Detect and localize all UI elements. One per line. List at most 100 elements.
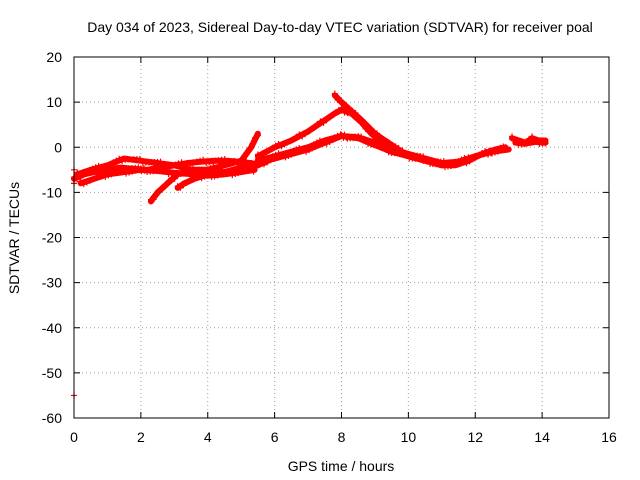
data-point	[119, 158, 126, 165]
data-point	[263, 155, 270, 162]
data-point	[162, 181, 169, 188]
data-point	[361, 120, 368, 127]
data-point	[74, 169, 81, 176]
x-tick-label: 4	[204, 429, 212, 445]
data-point	[222, 170, 229, 177]
data-point	[358, 118, 365, 125]
data-point	[451, 162, 458, 169]
series-track-i	[331, 90, 509, 171]
data-point	[249, 141, 256, 148]
data-point	[383, 138, 390, 145]
y-tick-label: -20	[42, 230, 62, 246]
data-point	[101, 164, 108, 171]
data-point	[192, 174, 199, 181]
data-point	[228, 168, 235, 175]
data-point	[469, 156, 476, 163]
y-axis-label: SDTVAR / TECUs	[6, 182, 22, 294]
data-point	[150, 196, 157, 203]
data-point	[189, 176, 196, 183]
data-point	[174, 172, 181, 179]
data-point	[95, 162, 102, 169]
x-axis-label: GPS time / hours	[288, 458, 395, 474]
series-track-d	[147, 130, 261, 205]
data-point	[475, 151, 482, 158]
x-tick-label: 10	[401, 429, 417, 445]
data-point	[463, 160, 470, 167]
data-point	[364, 123, 371, 130]
data-point	[281, 151, 288, 158]
data-point	[129, 168, 136, 175]
data-point	[460, 157, 467, 164]
data-point	[509, 133, 516, 140]
data-point	[221, 155, 228, 162]
data-point	[108, 171, 115, 178]
data-point	[343, 103, 350, 110]
y-tick-label: 0	[54, 139, 62, 155]
data-point	[171, 175, 178, 182]
y-tick-label: -50	[42, 365, 62, 381]
data-point	[305, 129, 312, 136]
data-point	[358, 133, 365, 140]
data-point	[204, 166, 211, 173]
data-point	[212, 157, 219, 164]
data-point	[189, 165, 196, 172]
data-point	[323, 117, 330, 124]
data-point	[198, 175, 205, 182]
data-point	[254, 155, 261, 162]
y-tick-label: 10	[46, 94, 62, 110]
data-point	[322, 138, 329, 145]
data-point	[334, 132, 341, 139]
data-point	[325, 137, 332, 144]
data-point	[278, 153, 285, 160]
data-point	[494, 146, 501, 153]
data-point	[386, 140, 393, 147]
data-point	[89, 165, 96, 172]
data-point	[98, 165, 105, 172]
data-point	[240, 168, 247, 175]
data-point	[231, 157, 238, 164]
data-point	[524, 140, 531, 147]
data-point	[320, 119, 327, 126]
data-point	[478, 149, 485, 156]
data-point	[225, 160, 232, 167]
data-point	[254, 132, 261, 139]
data-point	[530, 137, 537, 144]
data-point	[328, 135, 335, 142]
data-point	[317, 118, 324, 125]
data-point	[500, 143, 507, 150]
x-tick-label: 0	[70, 429, 78, 445]
data-point	[219, 171, 226, 178]
data-point	[195, 172, 202, 179]
data-point	[542, 140, 549, 147]
data-point	[512, 137, 519, 144]
grid-lines	[74, 57, 609, 418]
data-point	[266, 154, 273, 161]
data-point	[162, 167, 169, 174]
data-point	[203, 160, 210, 167]
data-point	[83, 179, 90, 186]
data-point	[197, 157, 204, 164]
data-point	[340, 101, 347, 108]
data-point	[96, 172, 103, 179]
x-tick-label: 14	[534, 429, 550, 445]
data-point	[349, 107, 356, 114]
data-point	[485, 150, 492, 157]
data-point	[529, 133, 536, 140]
data-point	[99, 171, 106, 178]
data-point	[120, 167, 127, 174]
data-point	[117, 168, 124, 175]
data-point	[380, 137, 387, 144]
data-point	[454, 161, 461, 168]
data-point	[216, 167, 223, 174]
data-point	[207, 164, 214, 171]
data-point	[192, 168, 199, 175]
data-point	[533, 137, 540, 144]
data-point	[215, 157, 222, 164]
data-point	[290, 147, 297, 154]
data-point	[187, 165, 194, 172]
data-point	[257, 158, 264, 165]
data-point	[209, 158, 216, 165]
data-point	[352, 109, 359, 116]
data-point	[331, 90, 338, 97]
